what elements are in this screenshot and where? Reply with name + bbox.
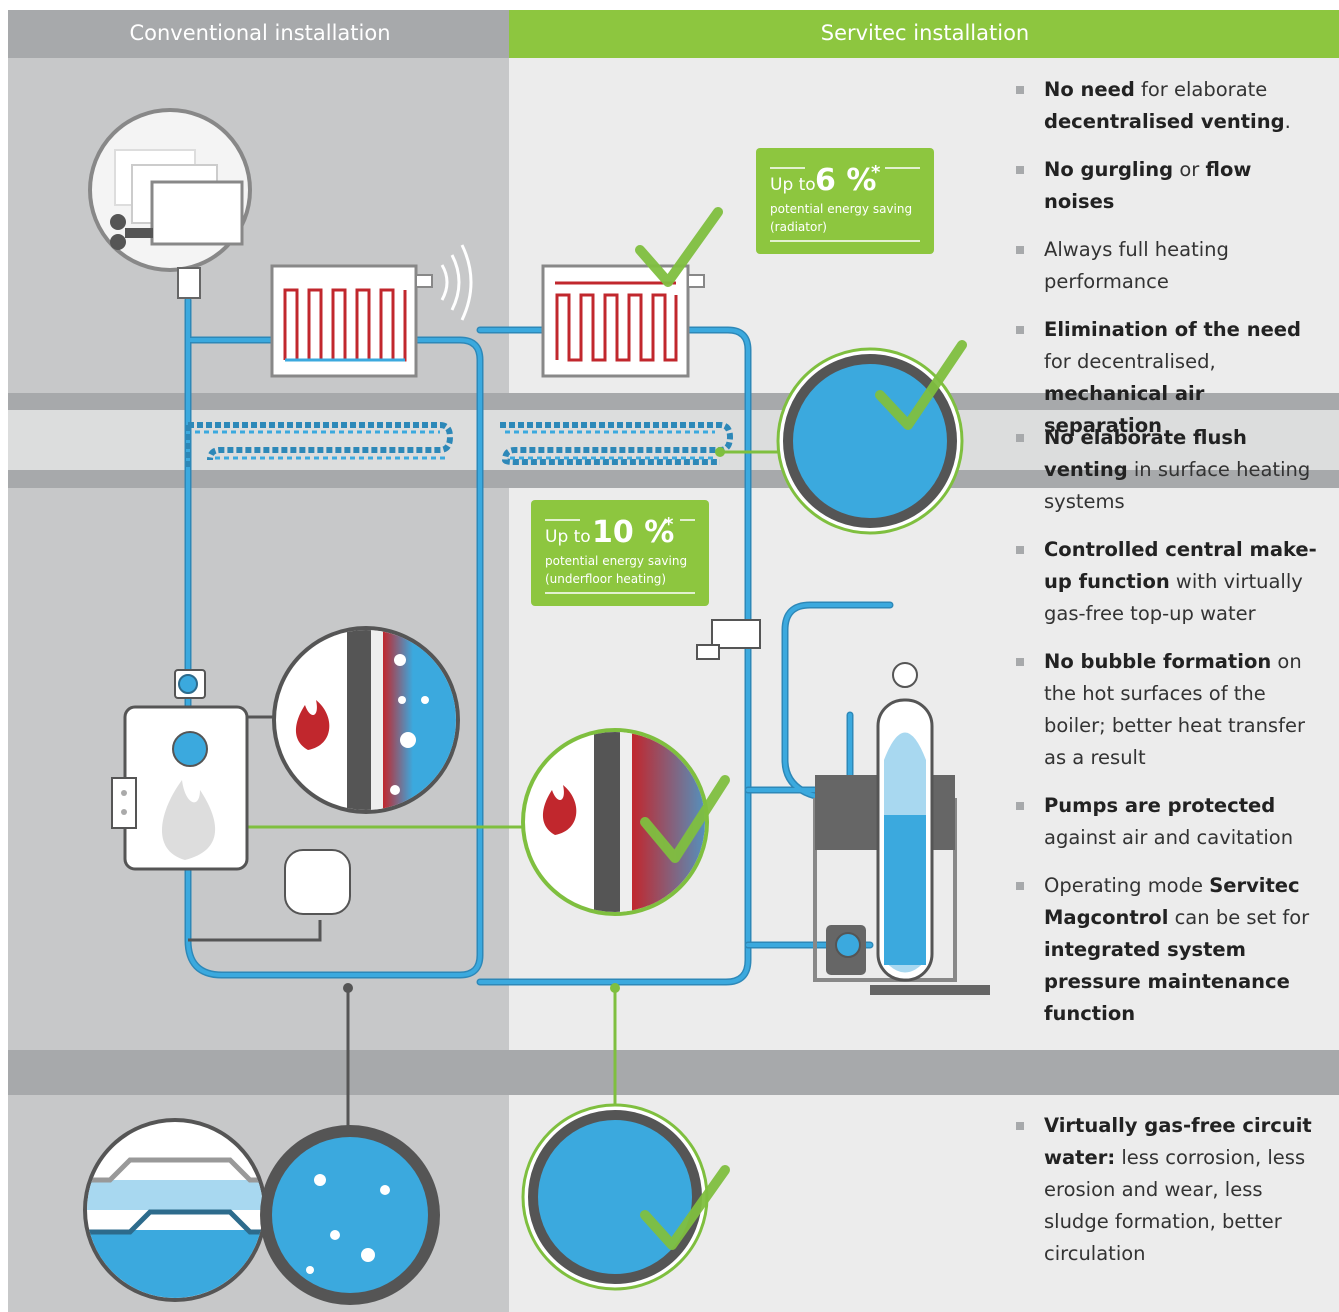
bullet-item: No gurgling or flow noises [1016,154,1326,218]
magnifier [260,1125,440,1305]
text: for elaborate [1134,78,1268,101]
bullet-list: Virtually gas-free circuit water: less c… [1016,1110,1326,1286]
text: against air and cavitation [1044,826,1294,849]
header-left [8,10,509,58]
text: with virtually gas-free top-up water [1044,570,1303,625]
text: . [1284,110,1291,133]
badge-value: 6 % [815,163,876,198]
magnifier [88,108,252,299]
text: or [1173,158,1206,181]
badge-prefix: Up to [770,175,816,195]
band [8,393,1339,410]
bullet-item: Virtually gas-free circuit water: less c… [1016,1110,1326,1270]
badge: Up to 10 % * potential energy saving (un… [531,500,709,606]
badge-caption: potential energy saving [770,202,912,216]
header-title: Conventional installation [129,21,390,45]
badge: Up to 6 % * potential energy saving (rad… [756,148,934,254]
bullet-item: No need for elaborate decentralised vent… [1016,74,1326,138]
bullet-list: No need for elaborate decentralised vent… [1016,74,1326,458]
bold-text: Virtually gas-free circuit water: [1044,1114,1312,1169]
bullet-item: Operating mode Servitec Magcontrol can b… [1016,870,1326,1030]
bullet-item: Controlled central make-up function with… [1016,534,1326,630]
badge-caption: potential energy saving [545,554,687,568]
badge-value: 10 % [592,515,674,550]
bullet-item: Elimination of the need for decentralise… [1016,314,1326,442]
bullet-item: No bubble formation on the hot surfaces … [1016,646,1326,774]
band [8,470,1339,488]
band [8,410,1339,470]
text: can be set for [1168,906,1310,929]
band [8,1050,1339,1095]
check [635,207,723,287]
bold-text: No gurgling [1044,158,1174,181]
text: less corrosion, less erosion and wear, l… [1044,1146,1306,1265]
bold-text: integrated system pressure maintenance f… [1044,938,1290,1025]
text: in surface heating systems [1044,458,1311,513]
air-separator [696,619,990,995]
magnifier [776,340,967,535]
bullet-item: Always full heating performance [1016,234,1326,298]
bullet-item: No elaborate flush venting in surface he… [1016,422,1326,518]
badge-star: * [871,162,881,183]
header-title: Servitec installation [821,21,1029,45]
magnifier [521,1103,730,1291]
text: on the hot surfaces of the boiler; bette… [1044,650,1305,769]
magnifier [521,728,730,916]
bold-text: mechanical air separation [1044,382,1205,437]
bold-text: Pumps are protected [1044,794,1276,817]
badge-star: * [664,514,674,535]
bullet-item: Pumps are protected against air and cavi… [1016,790,1326,854]
header-right [509,10,1339,58]
pipes [184,296,894,986]
bold-text: Controlled central make-up function [1044,538,1317,593]
bold-text: No bubble formation [1044,650,1272,673]
badge-caption: (underfloor heating) [545,572,666,586]
badge-prefix: Up to [545,527,591,547]
radiator [270,244,473,378]
magnifier [83,1118,267,1302]
bold-text: flow noises [1044,158,1252,213]
boiler [111,669,351,915]
bold-text: Elimination of the need [1044,318,1301,341]
text: Always full heating performance [1044,238,1229,293]
magnifier [272,626,460,814]
text: for decentralised, [1044,350,1216,373]
radiator [541,264,705,378]
bullet-list: No elaborate flush venting in surface he… [1016,422,1326,1046]
bold-text: Servitec Magcontrol [1044,874,1300,929]
bold-text: No elaborate flush venting [1044,426,1247,481]
text: Operating mode [1044,874,1210,897]
badge-caption: (radiator) [770,220,827,234]
bold-text: No need [1044,78,1135,101]
bold-text: decentralised venting [1044,110,1285,133]
